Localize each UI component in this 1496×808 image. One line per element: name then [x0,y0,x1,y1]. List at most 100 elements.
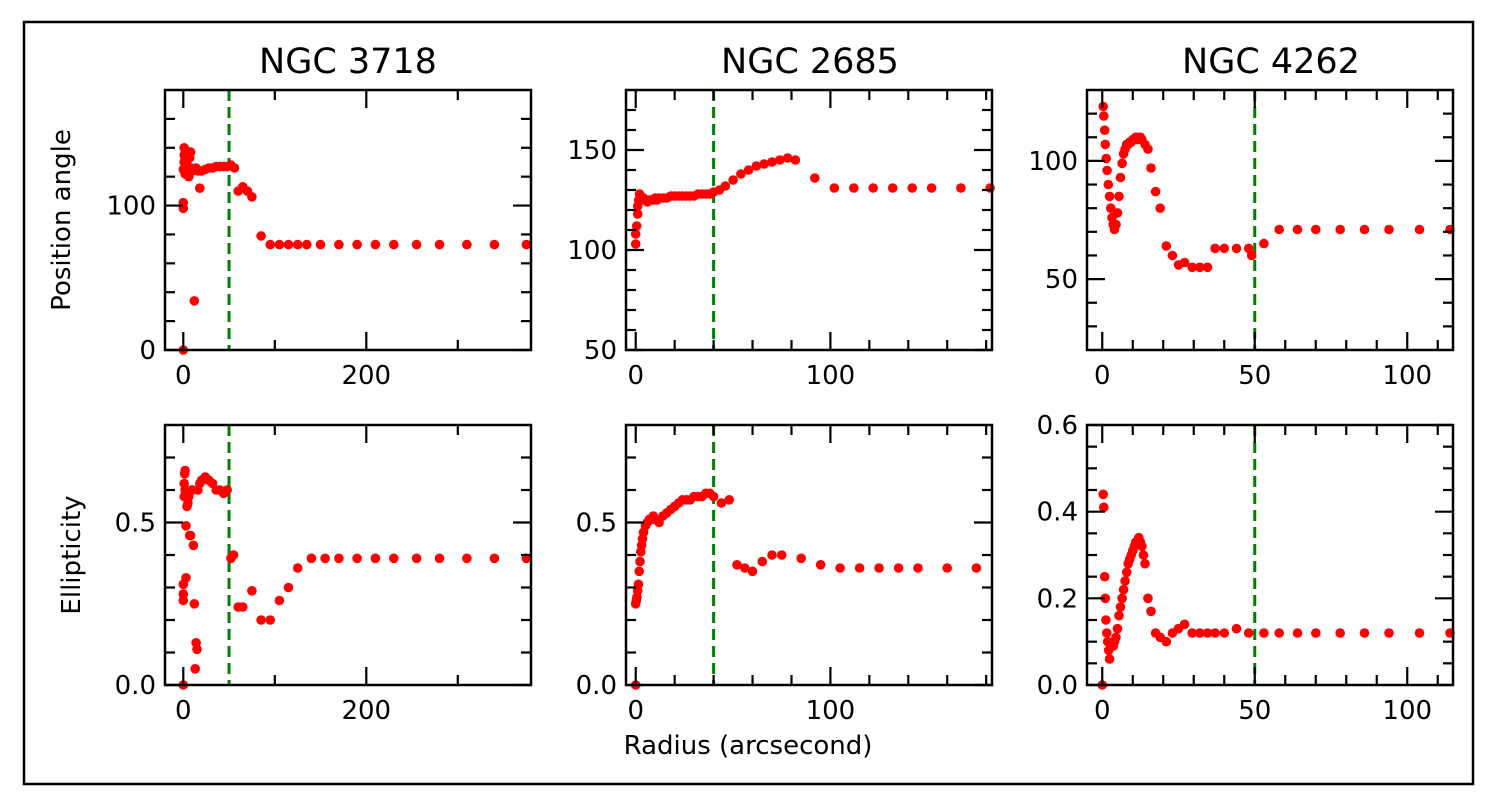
data-point [634,566,644,577]
x-tick-label: 50 [1238,696,1271,726]
x-tick-label: 0 [175,696,192,726]
panel-ngc4262-ell: 0 50 100 0.0 0.2 0.4 0.6 [1037,411,1455,726]
y-tick-label: 100 [106,192,156,222]
data-point [1099,571,1110,582]
y-tick-label: 50 [1045,265,1078,295]
data-point [1179,257,1190,268]
data-point [743,165,754,175]
y-tick-label: 0.0 [1037,671,1078,701]
data-point [790,155,801,165]
data-point [1231,623,1242,634]
ticks [626,90,992,352]
data-point [274,239,285,250]
data-point [1246,250,1257,261]
data-point [306,553,317,564]
data-point [1179,619,1190,630]
x-tick-label: 0 [627,696,644,726]
y-tick-label: 150 [567,136,617,166]
data-point [1121,567,1132,578]
data-point [985,183,995,193]
data-point [1101,615,1111,625]
data-point [835,563,845,573]
data-point [1187,628,1197,638]
data-point [1202,628,1213,638]
data-point [265,615,276,625]
data-point [757,556,768,567]
data-point [1143,593,1153,604]
plot-frame [163,423,533,687]
data-point [222,485,232,495]
data-point [1195,262,1205,273]
y-tick-label: 100 [1028,147,1078,177]
data-point [1138,550,1149,560]
x-tick-label: 0 [627,361,644,391]
x-tick-label: 100 [1382,361,1432,391]
data-point [489,553,500,564]
data-point [181,521,191,531]
data-point [849,183,859,193]
data-point [747,566,758,577]
data-point [1292,224,1303,235]
data-point [1195,628,1205,638]
data-point [334,553,344,564]
data-point [708,491,719,502]
data-point [630,239,641,249]
data-point [736,169,746,179]
data-point [247,586,257,596]
plot-frame [163,88,533,352]
data-point [1114,191,1124,202]
data-point [728,175,738,185]
data-point [1384,628,1394,638]
data-point [907,183,917,193]
data-point [1100,139,1111,150]
data-point [956,183,966,193]
data-point [180,465,190,476]
data-point [185,530,196,541]
panel-ngc3718-ell: 0 200 0.0 0.5 [115,423,533,726]
data-points [1097,489,1455,690]
data-point [320,553,330,564]
data-point [1102,165,1112,176]
data-point [635,556,645,567]
data-point [1259,628,1269,638]
data-point [189,599,200,609]
data-point [238,602,248,612]
data-point [1117,593,1127,604]
data-point [759,159,769,169]
data-point [1100,593,1111,604]
x-tick-label: 200 [341,696,391,726]
data-point [489,239,500,250]
data-point [1335,224,1345,235]
panel-title-ngc4262: NGC 4262 [1182,42,1360,82]
data-point [1274,628,1284,638]
data-point [302,239,312,250]
data-point [462,553,472,564]
data-point [352,239,362,250]
data-point [352,553,362,564]
x-tick-label: 200 [341,361,391,391]
data-point [1115,602,1126,612]
data-point [1115,172,1126,183]
data-point [893,563,904,573]
plot-frame [1085,423,1455,687]
panel-title-ngc2685: NGC 2685 [721,42,899,82]
data-point [1098,489,1108,500]
data-point [1292,628,1303,638]
data-point [389,239,399,250]
data-point [334,239,344,250]
data-point [1311,224,1321,235]
data-point [521,239,532,250]
data-point [195,183,205,193]
data-point [815,560,826,570]
data-point [1210,628,1220,638]
data-point [283,239,294,250]
data-point [732,560,742,570]
data-point [1099,502,1109,513]
y-tick-label: 0.0 [115,671,156,701]
data-points [178,465,532,690]
data-point [1150,186,1161,197]
y-tick-label: 0.6 [1037,411,1078,441]
data-point [1219,243,1230,254]
panel-title-ngc3718: NGC 3718 [259,42,437,82]
data-point [1117,158,1127,169]
